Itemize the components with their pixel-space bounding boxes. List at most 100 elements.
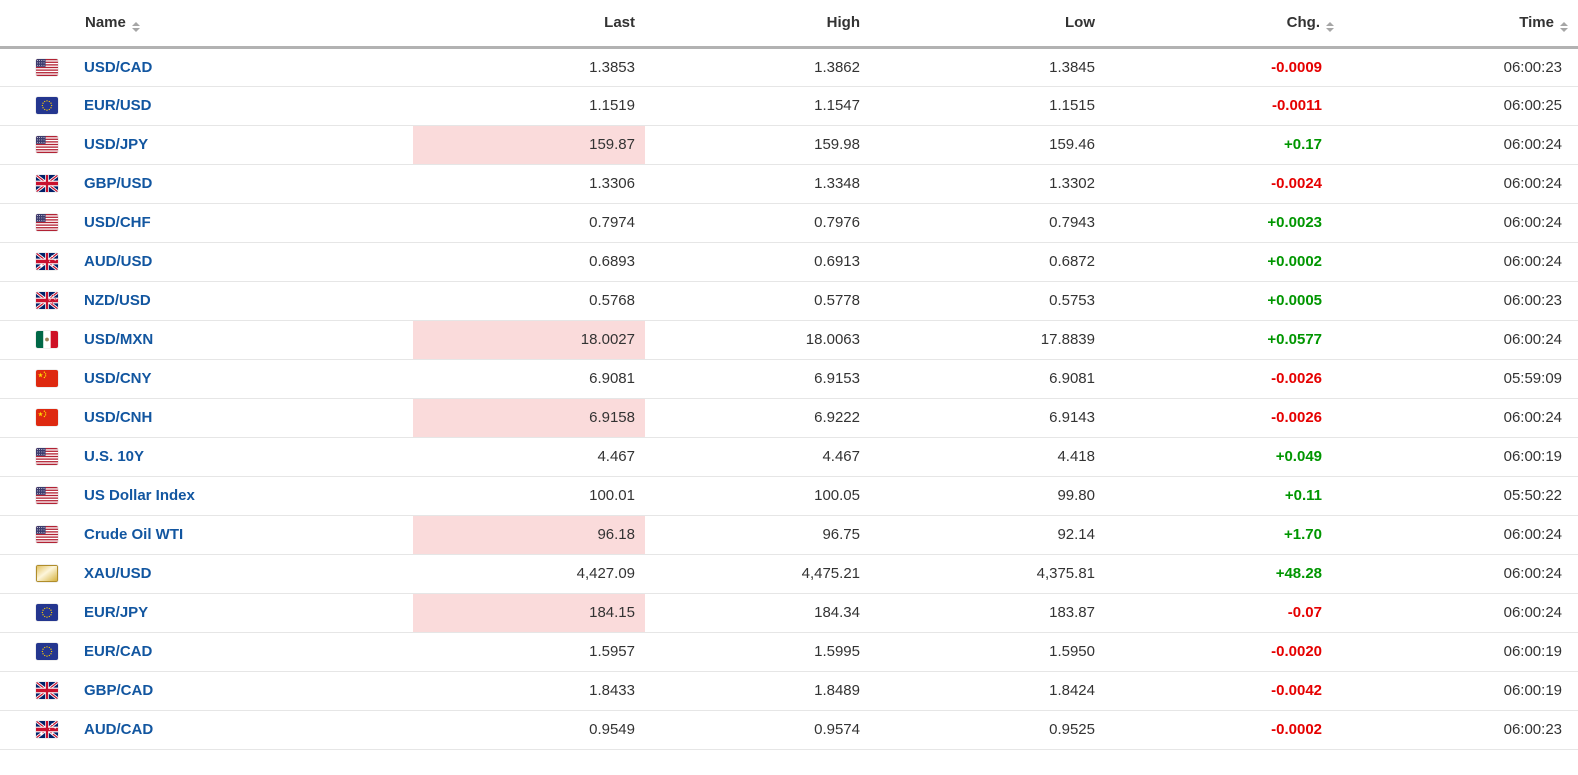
chg-cell: -0.07 [1115,593,1350,633]
low-cell: 183.87 [880,593,1115,633]
time-cell: 05:59:09 [1350,359,1578,399]
high-cell: 184.34 [645,593,880,633]
low-cell: 1.5950 [880,632,1115,672]
name-cell: XAU/USD [0,554,413,594]
last-cell: 0.5768 [413,281,645,321]
pair-link[interactable]: XAU/USD [84,565,152,582]
high-cell: 18.0063 [645,320,880,360]
high-cell: 6.9222 [645,398,880,438]
high-cell: 159.98 [645,125,880,165]
name-cell: AUD/USD [0,242,413,282]
name-cell: USD/JPY [0,125,413,165]
time-cell: 05:50:22 [1350,476,1578,516]
us-flag-icon [36,58,58,76]
name-cell: US Dollar Index [0,476,413,516]
table-header-row: Name Last High Low Chg. Time [0,0,1578,49]
sort-icon[interactable] [1326,21,1334,32]
quote-row: GBP/USD 1.3306 1.3348 1.3302 -0.0024 06:… [0,164,1578,204]
pair-link[interactable]: US Dollar Index [84,487,195,504]
time-cell: 06:00:19 [1350,437,1578,477]
column-header-name[interactable]: Name [0,0,413,49]
high-cell: 1.3348 [645,164,880,204]
name-cell: USD/CAD [0,47,413,87]
quote-row: USD/CHF 0.7974 0.7976 0.7943 +0.0023 06:… [0,203,1578,243]
pair-link[interactable]: AUD/CAD [84,721,154,738]
last-cell: 96.18 [413,515,645,555]
pair-link[interactable]: NZD/USD [84,292,151,309]
pair-link[interactable]: EUR/CAD [84,643,153,660]
quote-row: US Dollar Index 100.01 100.05 99.80 +0.1… [0,476,1578,516]
quote-row: AUD/USD 0.6893 0.6913 0.6872 +0.0002 06:… [0,242,1578,282]
chg-cell: -0.0011 [1115,86,1350,126]
quotes-table-header: Name Last High Low Chg. Time [0,0,1578,49]
china-flag-icon [36,370,58,387]
sort-icon[interactable] [131,21,140,32]
column-header-chg[interactable]: Chg. [1115,0,1350,49]
time-cell: 06:00:24 [1350,515,1578,555]
pair-link[interactable]: USD/CHF [84,214,151,231]
australia-flag-icon [36,253,58,270]
high-cell: 1.8489 [645,671,880,711]
low-cell: 1.1515 [880,86,1115,126]
quotes-table-body: USD/CAD 1.3853 1.3862 1.3845 -0.0009 06:… [0,47,1578,750]
high-cell: 6.9153 [645,359,880,399]
quote-row: AUD/CAD 0.9549 0.9574 0.9525 -0.0002 06:… [0,710,1578,750]
name-cell: U.S. 10Y [0,437,413,477]
pair-link[interactable]: EUR/USD [84,97,152,114]
china-flag-icon [36,409,58,426]
pair-link[interactable]: GBP/USD [84,175,153,192]
quote-row: USD/MXN 18.0027 18.0063 17.8839 +0.0577 … [0,320,1578,360]
gold-bar-icon [36,565,58,582]
time-cell: 06:00:23 [1350,710,1578,750]
column-header-high-label: High [826,14,860,32]
high-cell: 0.9574 [645,710,880,750]
pair-link[interactable]: GBP/CAD [84,682,154,699]
last-cell: 0.7974 [413,203,645,243]
quote-row: USD/CAD 1.3853 1.3862 1.3845 -0.0009 06:… [0,47,1578,87]
low-cell: 1.3845 [880,47,1115,87]
us-flag-icon [36,448,58,465]
last-cell: 1.5957 [413,632,645,672]
pair-link[interactable]: USD/MXN [84,331,154,348]
pair-link[interactable]: USD/CNH [84,409,153,426]
chg-cell: -0.0026 [1115,398,1350,438]
column-header-high: High [645,0,880,49]
last-cell: 184.15 [413,593,645,633]
pair-link[interactable]: AUD/USD [84,253,153,270]
chg-cell: -0.0026 [1115,359,1350,399]
low-cell: 6.9081 [880,359,1115,399]
column-header-low-label: Low [1065,14,1095,32]
sort-icon[interactable] [1560,21,1568,32]
chg-cell: +48.28 [1115,554,1350,594]
pair-link[interactable]: EUR/JPY [84,604,149,621]
pair-link[interactable]: Crude Oil WTI [84,526,184,543]
name-cell: GBP/CAD [0,671,413,711]
quote-row: EUR/USD 1.1519 1.1547 1.1515 -0.0011 06:… [0,86,1578,126]
name-cell: Crude Oil WTI [0,515,413,555]
time-cell: 06:00:19 [1350,632,1578,672]
pair-link[interactable]: USD/CAD [84,58,153,76]
us-flag-icon [36,136,58,153]
pair-link[interactable]: U.S. 10Y [84,448,145,465]
column-header-time[interactable]: Time [1350,0,1578,49]
chg-cell: +0.0023 [1115,203,1350,243]
uk-flag-icon [36,682,58,699]
column-header-time-label: Time [1519,13,1554,31]
column-header-chg-label: Chg. [1286,13,1320,31]
column-header-low: Low [880,0,1115,49]
quote-row: EUR/JPY 184.15 184.34 183.87 -0.07 06:00… [0,593,1578,633]
low-cell: 92.14 [880,515,1115,555]
time-cell: 06:00:24 [1350,593,1578,633]
name-cell: USD/CHF [0,203,413,243]
low-cell: 0.7943 [880,203,1115,243]
last-cell: 0.6893 [413,242,645,282]
pair-link[interactable]: USD/CNY [84,370,152,387]
time-cell: 06:00:24 [1350,320,1578,360]
chg-cell: +0.049 [1115,437,1350,477]
name-cell: EUR/JPY [0,593,413,633]
pair-link[interactable]: USD/JPY [84,136,149,153]
time-cell: 06:00:24 [1350,554,1578,594]
chg-cell: +0.0002 [1115,242,1350,282]
high-cell: 1.3862 [645,47,880,87]
last-cell: 6.9158 [413,398,645,438]
